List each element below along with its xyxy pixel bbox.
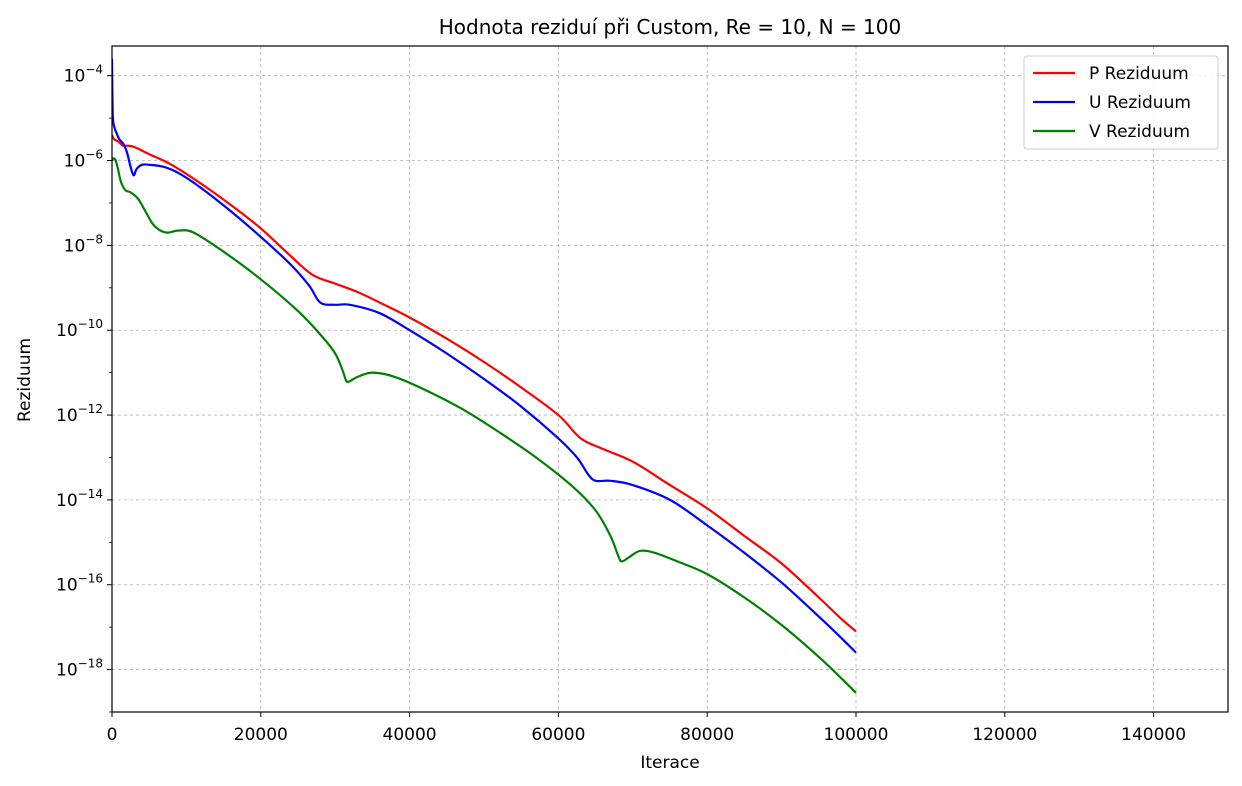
series-group xyxy=(112,58,857,694)
x-tick-label: 20000 xyxy=(234,725,288,745)
y-tick-label: 10−16 xyxy=(56,572,103,596)
chart-title: Hodnota reziduí při Custom, Re = 10, N =… xyxy=(439,15,901,39)
y-tick-label: 10−8 xyxy=(64,232,103,256)
x-tick-label: 0 xyxy=(107,725,118,745)
series-line-v-reziduum xyxy=(112,157,857,694)
x-tick-label: 100000 xyxy=(824,725,889,745)
x-tick-label: 140000 xyxy=(1121,725,1186,745)
x-tick-label: 60000 xyxy=(531,725,585,745)
y-tick-label: 10−4 xyxy=(64,63,103,87)
x-tick-label: 40000 xyxy=(383,725,437,745)
y-axis-label: Reziduum xyxy=(15,338,35,422)
plot-frame xyxy=(111,45,1229,713)
legend: P Reziduum U Reziduum V Reziduum xyxy=(1023,55,1219,150)
legend-label: P Reziduum xyxy=(1089,64,1189,84)
legend-label: V Reziduum xyxy=(1089,122,1190,142)
legend-label: U Reziduum xyxy=(1089,93,1191,113)
series-line-p-reziduum xyxy=(112,134,857,633)
x-axis-ticks: 0 20000 40000 60000 80000 100000 120000 140000 xyxy=(107,712,1186,745)
y-tick-label: 10−12 xyxy=(56,402,103,426)
x-tick-label: 80000 xyxy=(680,725,734,745)
x-tick-label: 120000 xyxy=(972,725,1037,745)
y-tick-label: 10−6 xyxy=(64,148,103,172)
y-tick-label: 10−10 xyxy=(56,317,103,341)
y-tick-label: 10−14 xyxy=(56,487,103,511)
y-tick-label: 10−18 xyxy=(56,657,103,681)
x-axis-label: Iterace xyxy=(640,753,699,773)
series-line-u-reziduum xyxy=(112,58,857,654)
y-axis-ticks: 10−4 10−6 10−8 10−10 10−12 10−14 10−16 10−18 xyxy=(56,63,112,713)
legend-box xyxy=(1023,55,1219,150)
